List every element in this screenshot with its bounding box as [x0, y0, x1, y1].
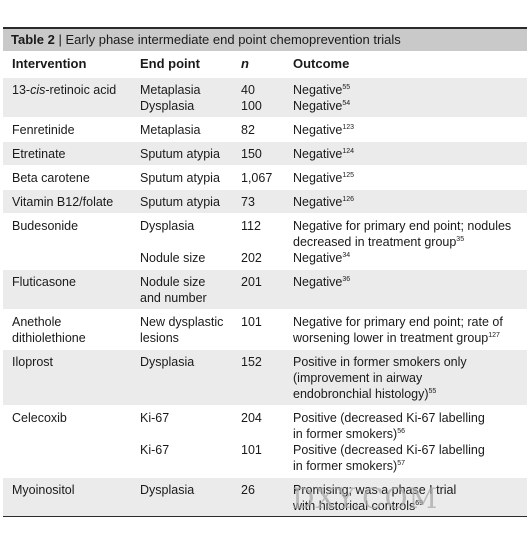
- end-point-cell: Dysplasia: [140, 219, 195, 233]
- table-row: Myoinositol Dysplasia 26 Promising; was …: [3, 477, 527, 516]
- end-point-cell: Nodule size: [140, 251, 206, 265]
- table-row: Vitamin B12/folate Sputum atypia 73 Nega…: [3, 189, 527, 213]
- outcome-cell: Negative125: [293, 171, 355, 185]
- table-row: Anethole dithiolethione New dysplastic l…: [3, 309, 527, 349]
- end-point-cell: Nodule size: [140, 275, 206, 289]
- n-cell: 202: [241, 251, 262, 265]
- table-row: Fenretinide Metaplasia 82 Negative123: [3, 117, 527, 141]
- n-cell: 152: [241, 355, 262, 369]
- outcome-cell: Negative36: [293, 275, 351, 289]
- end-point-cell: Dysplasia: [140, 355, 195, 369]
- table-row: Celecoxib Ki-67 204 Positive (decreased …: [3, 405, 527, 477]
- outcome-cell: Negative54: [293, 99, 351, 113]
- outcome-cell: Positive in former smokers only: [293, 355, 467, 369]
- outcome-cell-cont: worsening lower in treatment group127: [293, 331, 500, 345]
- n-cell: 26: [241, 483, 255, 497]
- intervention-cell: Vitamin B12/folate: [12, 195, 114, 209]
- table-row: Beta carotene Sputum atypia 1,067 Negati…: [3, 165, 527, 189]
- end-point-cell: Ki-67: [140, 411, 170, 425]
- end-point-cell: Metaplasia: [140, 83, 201, 97]
- intervention-cell: Myoinositol: [12, 483, 75, 497]
- n-cell: 204: [241, 411, 262, 425]
- n-cell: 201: [241, 275, 262, 289]
- intervention-cell: Fluticasone: [12, 275, 76, 289]
- end-point-cell-cont: lesions: [140, 331, 179, 345]
- outcome-cell-cont: in former smokers)56: [293, 427, 405, 441]
- outcome-cell-cont: (improvement in airway: [293, 371, 423, 385]
- outcome-cell: Negative124: [293, 147, 355, 161]
- table-row: Fluticasone Nodule size and number 201 N…: [3, 269, 527, 309]
- intervention-cell: Budesonide: [12, 219, 79, 233]
- outcome-cell: Positive (decreased Ki-67 labelling: [293, 443, 485, 457]
- n-cell: 73: [241, 195, 255, 209]
- outcome-cell: Negative for primary end point; nodules: [293, 219, 512, 233]
- n-cell: 112: [241, 219, 261, 233]
- end-point-cell: New dysplastic: [140, 315, 224, 329]
- end-point-cell: Dysplasia: [140, 99, 195, 113]
- outcome-cell-cont: in former smokers)57: [293, 459, 405, 473]
- intervention-cell: Etretinate: [12, 147, 66, 161]
- outcome-cell: Negative126: [293, 195, 355, 209]
- table-header: Intervention End point n Outcome: [3, 51, 527, 77]
- n-cell: 40: [241, 83, 255, 97]
- table-bottom-rule: [3, 516, 527, 517]
- table-caption: Table 2 | Early phase intermediate end p…: [3, 27, 527, 51]
- intervention-cell: 13-cis-retinoic acid: [12, 83, 117, 97]
- end-point-cell: Sputum atypia: [140, 147, 220, 161]
- n-cell: 101: [241, 443, 262, 457]
- end-point-cell: Ki-67: [140, 443, 170, 457]
- intervention-cell: Fenretinide: [12, 123, 75, 137]
- intervention-cell-cont: dithiolethione: [12, 331, 86, 345]
- n-cell: 82: [241, 123, 255, 137]
- table-label: Table 2: [11, 32, 55, 47]
- header-outcome: Outcome: [293, 56, 350, 71]
- intervention-cell: Beta carotene: [12, 171, 90, 185]
- end-point-cell: Metaplasia: [140, 123, 201, 137]
- n-cell: 100: [241, 99, 262, 113]
- n-cell: 150: [241, 147, 262, 161]
- outcome-cell: Negative34: [293, 251, 351, 265]
- end-point-cell: Sputum atypia: [140, 195, 220, 209]
- table-row: 13-cis-retinoic acid Metaplasia 40 Negat…: [3, 77, 527, 117]
- outcome-cell-cont: decreased in treatment group35: [293, 235, 465, 249]
- intervention-cell: Iloprost: [12, 355, 53, 369]
- outcome-cell: Promising; was a phase I trial: [293, 483, 457, 497]
- outcome-cell: Negative for primary end point; rate of: [293, 315, 503, 329]
- intervention-cell: Anethole: [12, 315, 62, 329]
- n-cell: 101: [241, 315, 262, 329]
- header-intervention: Intervention: [12, 56, 87, 71]
- caption-separator: |: [58, 32, 62, 47]
- outcome-cell: Negative55: [293, 83, 351, 97]
- end-point-cell: Sputum atypia: [140, 171, 220, 185]
- header-n: n: [241, 56, 249, 71]
- end-point-cell: Dysplasia: [140, 483, 195, 497]
- header-end-point: End point: [140, 56, 200, 71]
- outcome-cell-cont: with historical controls69: [293, 499, 424, 513]
- outcome-cell: Negative123: [293, 123, 355, 137]
- end-point-cell-cont: and number: [140, 291, 207, 305]
- watermark: DXY.COM: [292, 482, 439, 515]
- table-row: Iloprost Dysplasia 152 Positive in forme…: [3, 349, 527, 405]
- table-title: Early phase intermediate end point chemo…: [65, 32, 401, 47]
- outcome-cell: Positive (decreased Ki-67 labelling: [293, 411, 485, 425]
- outcome-cell-cont: endobronchial histology)55: [293, 387, 437, 401]
- intervention-cell: Celecoxib: [12, 411, 67, 425]
- n-cell: 1,067: [241, 171, 273, 185]
- table-row: Budesonide Dysplasia 112 Negative for pr…: [3, 213, 527, 269]
- table-row: Etretinate Sputum atypia 150 Negative124: [3, 141, 527, 165]
